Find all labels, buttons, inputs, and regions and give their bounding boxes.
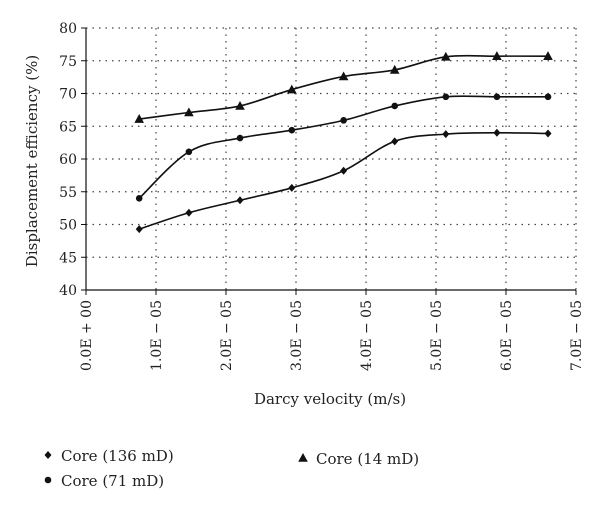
data-point-diamond [544,129,552,138]
x-tick-label: 7.0E − 05 [569,300,585,371]
data-point-circle [135,195,143,202]
legend-label: Core (136 mD) [61,447,174,465]
x-tick-label: 4.0E − 05 [359,300,375,371]
legend-marker-triangle [298,453,308,462]
legend-label: Core (71 mD) [61,472,164,490]
y-tick-label: 65 [59,119,77,135]
data-point-triangle [441,51,451,61]
data-point-circle [391,102,399,110]
x-tick-label: 3.0E − 05 [289,300,305,371]
x-tick-label: 2.0E − 05 [219,300,235,371]
y-tick-label: 80 [59,21,77,37]
grid [86,27,577,290]
x-tick-label: 6.0E − 05 [499,300,515,371]
legend-label: Core (14 mD) [316,450,419,468]
data-point-diamond [493,128,501,137]
data-point-circle [544,93,552,101]
legend: Core (136 mD) Core (71 mD) Core (14 mD) [44,447,419,490]
data-point-diamond [391,137,399,146]
data-points [134,51,553,234]
data-point-circle [493,93,501,101]
y-tick-label: 40 [59,283,77,299]
data-point-circle [185,148,193,156]
y-tick-label: 55 [59,185,77,201]
data-point-triangle [389,64,400,74]
data-point-circle [340,117,347,124]
axes [81,27,577,295]
data-point-diamond [288,183,296,192]
x-tick-label: 1.0E − 05 [149,300,165,371]
data-point-triangle [287,84,297,94]
data-point-circle [442,93,450,101]
data-point-triangle [235,100,245,110]
x-axis-label: Darcy velocity (m/s) [254,390,406,408]
legend-marker-circle [44,476,52,484]
data-point-triangle [543,51,553,60]
data-point-diamond [236,196,244,205]
y-tick-labels: 40 45 50 55 60 65 70 75 80 [59,21,77,299]
data-point-triangle [338,71,349,81]
y-tick-label: 70 [59,87,77,103]
data-point-diamond [185,208,193,217]
series-curve [139,54,549,120]
data-point-circle [236,134,244,142]
data-point-triangle [184,107,194,117]
data-point-diamond [442,130,450,139]
x-tick-label: 0.0E + 00 [79,300,95,371]
trend-curves [138,54,549,230]
data-point-diamond [340,166,348,175]
data-point-triangle [134,114,144,123]
data-point-diamond [135,225,143,234]
y-tick-label: 50 [59,218,77,234]
y-tick-label: 75 [59,54,77,70]
data-point-circle [288,126,296,134]
y-tick-label: 45 [59,250,77,266]
y-axis-label: Displacement efficiency (%) [23,55,41,267]
legend-marker-diamond [44,451,52,459]
y-tick-label: 60 [59,152,77,168]
x-tick-labels: 0.0E + 00 1.0E − 05 2.0E − 05 3.0E − 05 4.0E… [79,300,585,371]
series-curve [138,131,549,230]
x-tick-label: 5.0E − 05 [429,300,445,371]
data-point-triangle [492,51,502,60]
